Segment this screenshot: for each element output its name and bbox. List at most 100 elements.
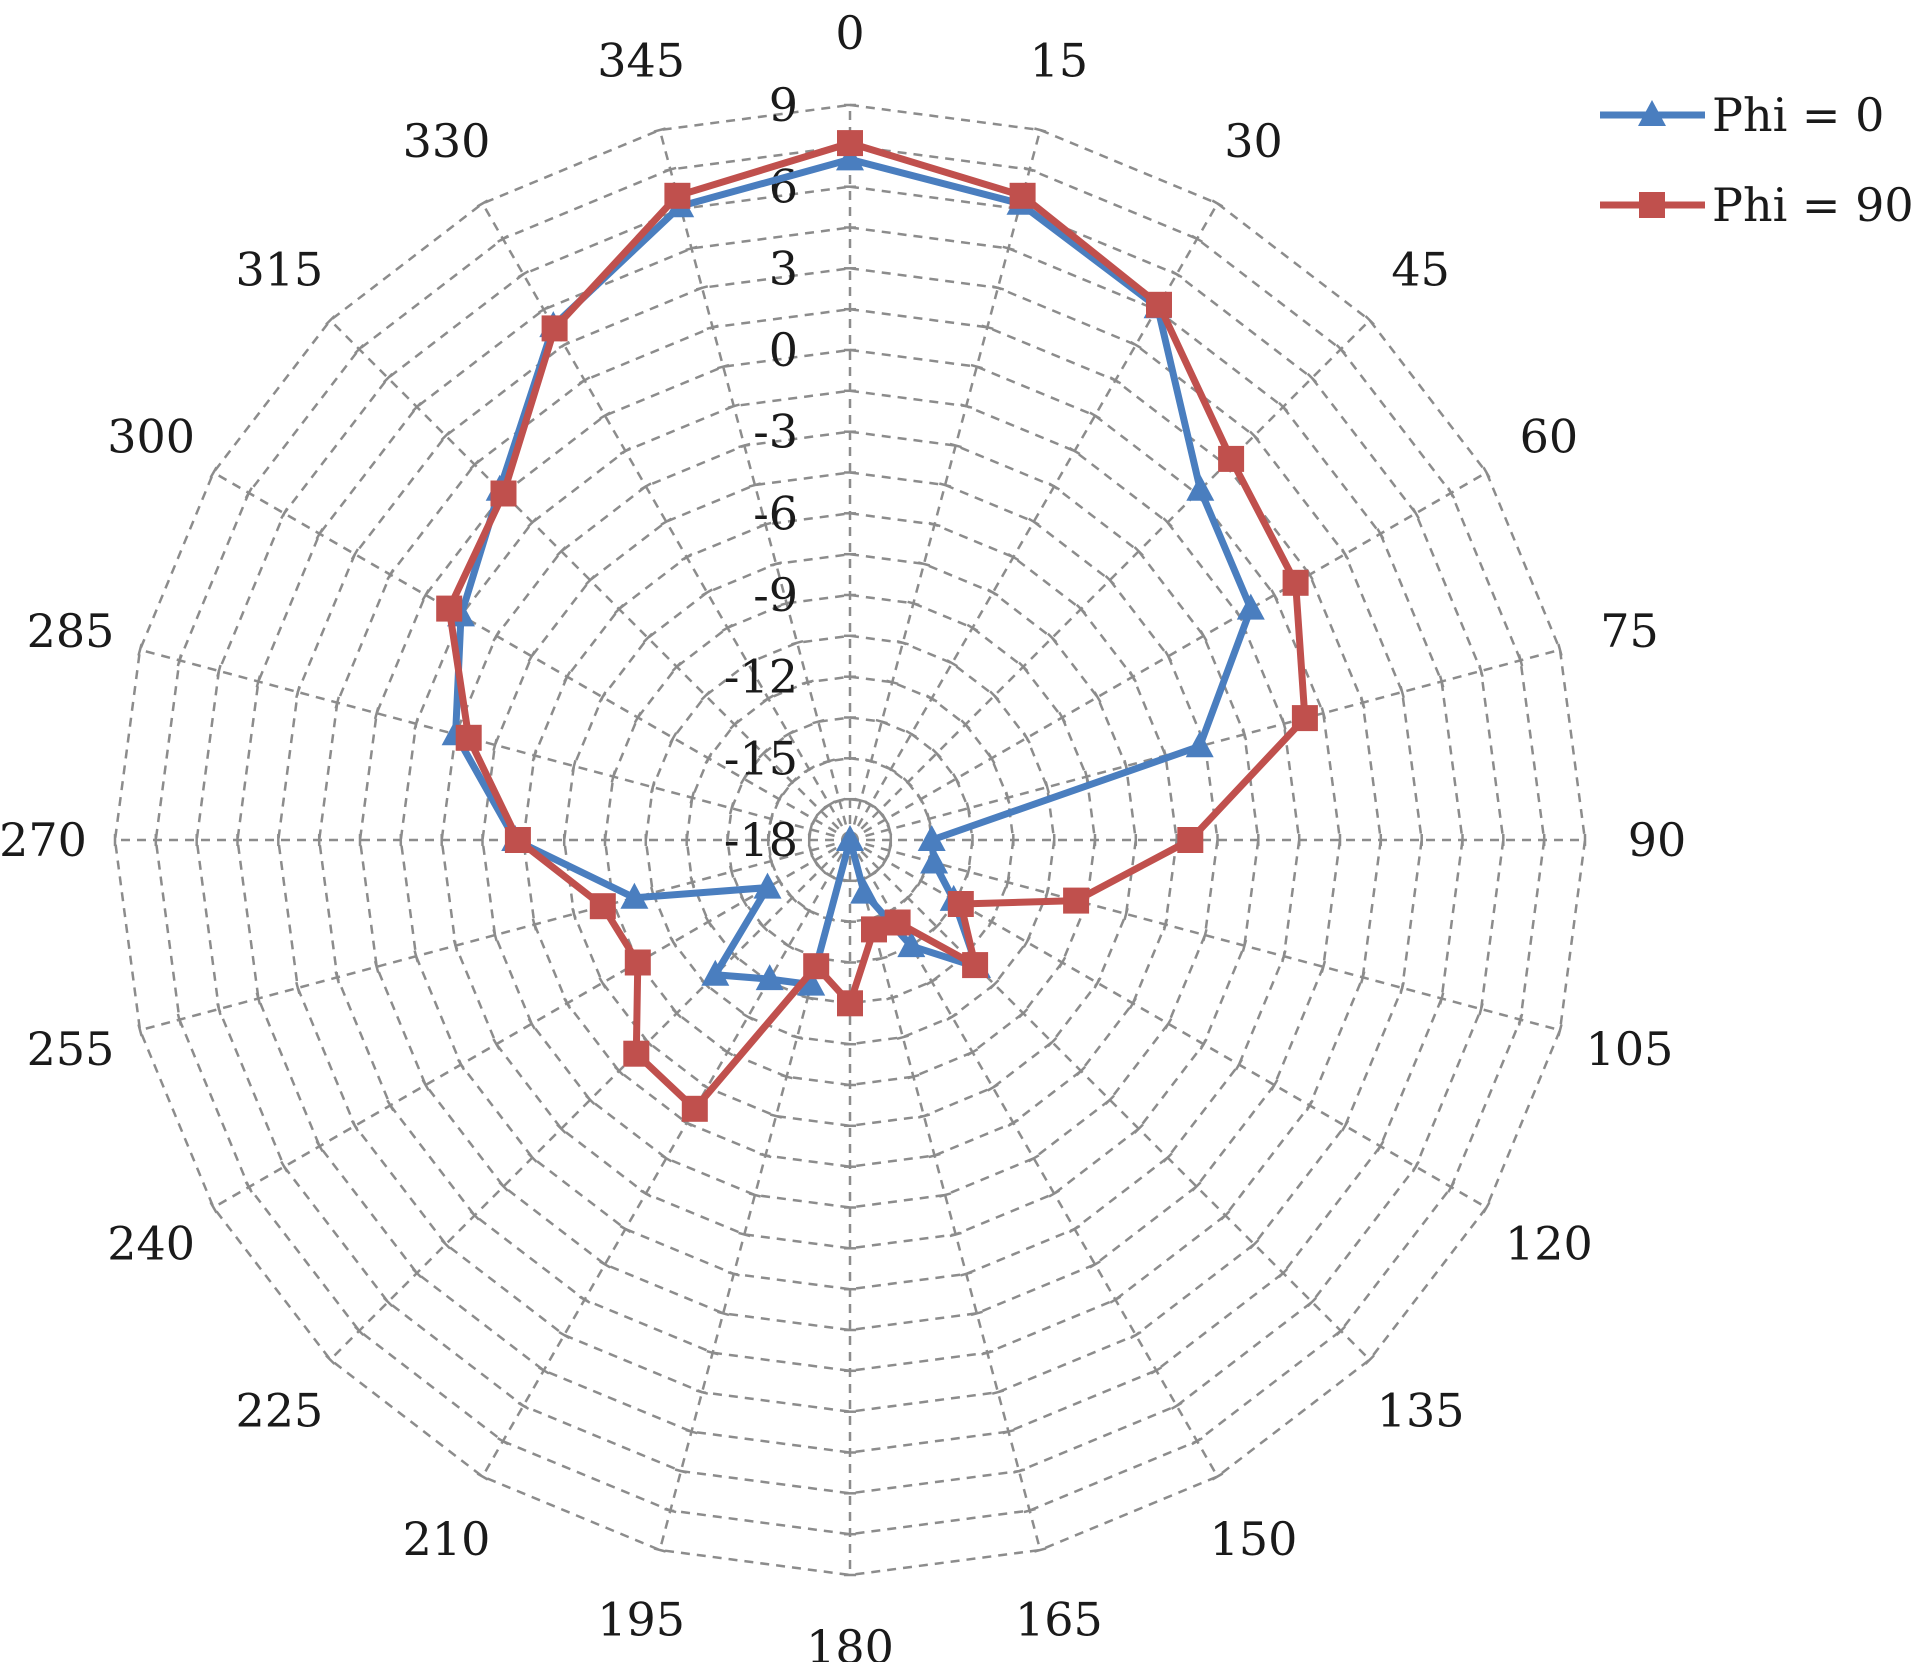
angle-tick-label: 270 bbox=[0, 813, 87, 867]
grid-tick bbox=[739, 895, 748, 908]
grid-tick bbox=[497, 1437, 509, 1446]
grid-tick bbox=[1162, 517, 1173, 528]
grid-tick bbox=[1150, 1366, 1163, 1375]
grid-tick bbox=[1007, 553, 1020, 562]
data-point-square bbox=[1282, 569, 1309, 596]
grid-tick bbox=[563, 997, 572, 1010]
grid-tick bbox=[1104, 1094, 1115, 1105]
grid-tick bbox=[295, 685, 301, 699]
grid-tick bbox=[864, 871, 877, 880]
grid-tick bbox=[1335, 344, 1346, 355]
grid-tick bbox=[1335, 1325, 1346, 1336]
grid-tick bbox=[989, 979, 1000, 990]
data-point-square bbox=[861, 916, 887, 943]
data-point-square bbox=[962, 952, 989, 979]
grid-tick bbox=[456, 1058, 466, 1071]
data-point-triangle bbox=[1638, 100, 1666, 126]
grid-tick bbox=[1133, 546, 1144, 557]
data-point-square bbox=[803, 953, 830, 980]
data-point-square bbox=[1291, 705, 1318, 732]
grid-tick bbox=[558, 1331, 571, 1340]
grid-tick bbox=[1281, 717, 1287, 730]
grid-tick bbox=[334, 971, 341, 984]
grid-tick bbox=[1199, 629, 1208, 642]
grid-tick bbox=[907, 600, 920, 607]
grid-tick bbox=[531, 749, 538, 762]
grid-tick bbox=[917, 561, 931, 567]
grid-tick bbox=[209, 466, 218, 479]
grid-tick bbox=[527, 650, 536, 663]
grid-tick bbox=[1109, 376, 1122, 385]
grid-tick bbox=[701, 588, 713, 597]
grid-tick bbox=[1411, 507, 1420, 520]
grid-tick bbox=[769, 561, 783, 567]
grid-tick bbox=[497, 234, 509, 243]
grid-tick bbox=[613, 603, 625, 615]
grid-tick bbox=[1089, 411, 1101, 420]
grid-tick bbox=[1557, 1024, 1563, 1037]
grid-tick bbox=[873, 806, 884, 817]
grid-tick bbox=[916, 793, 925, 806]
grid-tick bbox=[1109, 1295, 1122, 1304]
grid-tick bbox=[1211, 1472, 1224, 1481]
grid-tick bbox=[255, 992, 262, 1005]
grid-tick bbox=[1164, 650, 1173, 663]
grid-tick bbox=[492, 629, 501, 642]
grid-tick bbox=[671, 1008, 682, 1019]
grid-tick bbox=[653, 127, 666, 133]
data-point-square bbox=[1146, 291, 1172, 318]
grid-tick bbox=[1004, 876, 1011, 889]
grid-tick bbox=[916, 874, 925, 887]
data-point-square bbox=[884, 909, 911, 936]
grid-tick bbox=[1083, 770, 1090, 783]
grid-tick bbox=[1027, 1154, 1040, 1163]
grid-tick bbox=[907, 1073, 920, 1080]
grid-tick bbox=[884, 765, 897, 774]
grid-tick bbox=[386, 568, 395, 581]
grid-tick bbox=[373, 707, 380, 720]
grid-tick bbox=[1123, 907, 1129, 921]
grid-tick bbox=[864, 758, 878, 764]
grid-tick bbox=[1399, 981, 1405, 995]
data-point-square bbox=[624, 949, 651, 976]
grid-tick bbox=[1341, 1119, 1350, 1132]
grid-tick bbox=[354, 344, 365, 355]
grid-tick bbox=[931, 748, 942, 759]
grid-tick bbox=[556, 546, 567, 557]
angle-tick-label: 165 bbox=[1015, 1593, 1103, 1647]
grid-tick bbox=[981, 324, 994, 331]
grid-tick bbox=[1438, 675, 1445, 688]
grid-tick bbox=[1002, 245, 1015, 252]
data-point-square bbox=[455, 724, 482, 751]
grid-tick bbox=[660, 1154, 673, 1163]
grid-tick bbox=[928, 521, 941, 528]
grid-tick bbox=[768, 854, 774, 868]
grid-tick bbox=[822, 758, 836, 764]
grid-tick bbox=[807, 823, 814, 836]
grid-tick bbox=[873, 863, 884, 874]
angle-tick-label: 150 bbox=[1210, 1512, 1298, 1566]
grid-tick bbox=[1305, 1099, 1314, 1112]
grid-tick bbox=[886, 823, 893, 836]
data-point-square bbox=[1063, 887, 1090, 914]
grid-tick bbox=[1478, 1002, 1484, 1016]
grid-tick bbox=[1359, 696, 1366, 709]
grid-tick bbox=[721, 1048, 734, 1057]
grid-tick bbox=[801, 994, 814, 1001]
data-point-triangle bbox=[920, 847, 949, 874]
grid-tick bbox=[1306, 372, 1318, 384]
grid-tick bbox=[1004, 791, 1011, 804]
grid-tick bbox=[498, 1181, 509, 1192]
grid-tick bbox=[960, 719, 971, 730]
grid-tick bbox=[807, 844, 814, 857]
data-point-triangle bbox=[897, 931, 926, 958]
grid-tick bbox=[1278, 401, 1289, 412]
grid-tick bbox=[801, 679, 814, 686]
grid-tick bbox=[917, 1113, 931, 1119]
grid-tick bbox=[669, 936, 678, 948]
angle-tick-label: 225 bbox=[235, 1384, 323, 1438]
grid-tick bbox=[619, 1224, 632, 1234]
grid-tick bbox=[325, 1354, 336, 1365]
data-point-triangle bbox=[917, 825, 946, 851]
